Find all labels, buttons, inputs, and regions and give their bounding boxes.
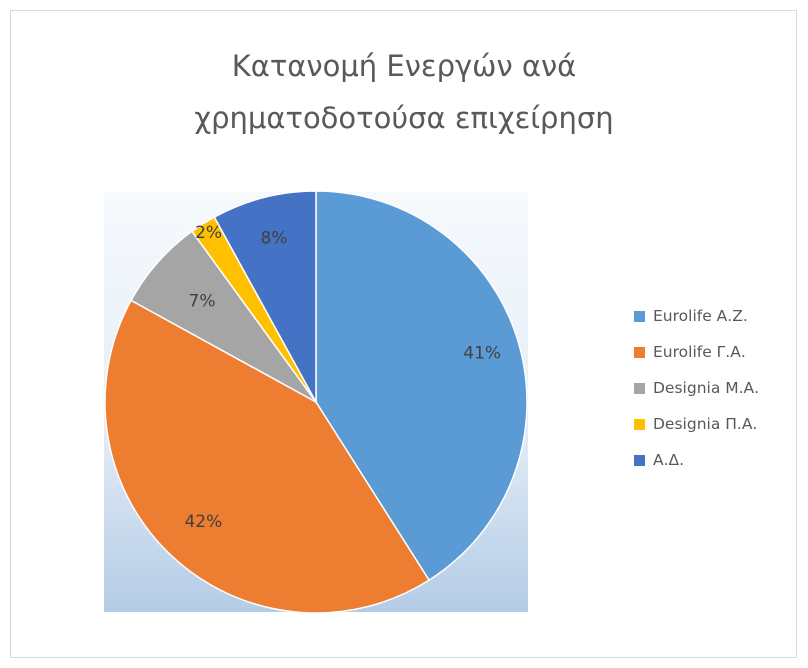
legend-swatch: [634, 347, 645, 358]
legend-item-1: Eurolife Α.Ζ.: [634, 298, 759, 334]
data-label-5: 8%: [261, 229, 288, 249]
data-label-4: 2%: [195, 223, 222, 243]
legend-label: Eurolife Α.Ζ.: [653, 307, 748, 325]
legend-label: Designia Μ.Α.: [653, 379, 759, 397]
legend-item-2: Eurolife Γ.Α.: [634, 334, 759, 370]
legend-swatch: [634, 311, 645, 322]
legend-item-5: Α.Δ.: [634, 442, 759, 478]
legend-item-4: Designia Π.Α.: [634, 406, 759, 442]
legend: Eurolife Α.Ζ. Eurolife Γ.Α. Designia Μ.Α. D…: [634, 298, 759, 478]
data-label-3: 7%: [189, 292, 216, 312]
legend-swatch: [634, 419, 645, 430]
legend-swatch: [634, 383, 645, 394]
legend-label: Designia Π.Α.: [653, 415, 757, 433]
legend-swatch: [634, 455, 645, 466]
legend-label: Eurolife Γ.Α.: [653, 343, 746, 361]
data-label-1: 41%: [463, 344, 501, 364]
data-label-2: 42%: [184, 512, 222, 532]
legend-item-3: Designia Μ.Α.: [634, 370, 759, 406]
legend-label: Α.Δ.: [653, 451, 684, 469]
